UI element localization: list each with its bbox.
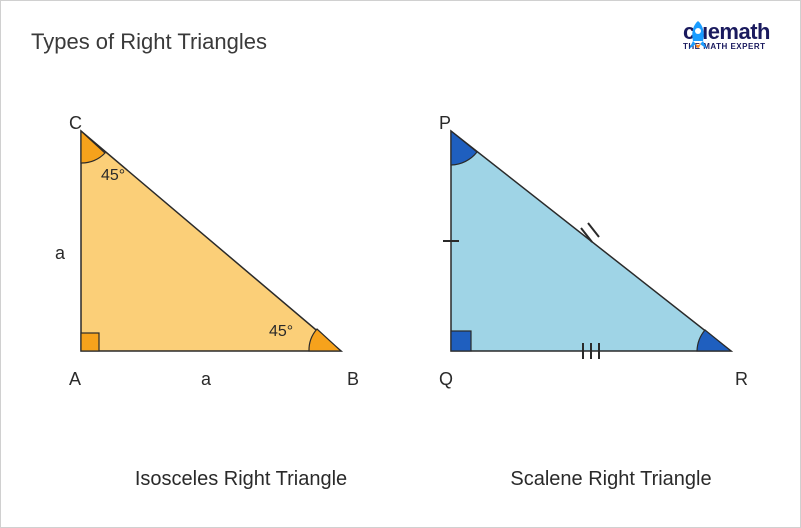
isosceles-triangle-block: A B C a a 45° 45° Isosceles Right Triang…: [61, 111, 421, 431]
vertex-R: R: [735, 369, 748, 390]
vertex-P: P: [439, 113, 451, 134]
side-AC: a: [55, 243, 65, 264]
vertex-C: C: [69, 113, 82, 134]
scalene-caption: Scalene Right Triangle: [431, 468, 791, 491]
vertex-B: B: [347, 369, 359, 390]
brand-logo: cuemath THE MATH EXPERT: [683, 21, 770, 51]
vertex-Q: Q: [439, 369, 453, 390]
vertex-A: A: [69, 369, 81, 390]
angle-C: 45°: [101, 167, 125, 185]
angle-B: 45°: [269, 323, 293, 341]
rocket-icon: [683, 19, 713, 53]
scalene-triangle-block: P Q R Scalene Right Triangle: [431, 111, 791, 431]
isosceles-triangle-svg: [61, 111, 381, 391]
side-AB: a: [201, 369, 211, 390]
scalene-triangle-svg: [431, 111, 771, 391]
isosceles-caption: Isosceles Right Triangle: [61, 468, 421, 491]
diagram-area: A B C a a 45° 45° Isosceles Right Triang…: [1, 111, 801, 431]
page-title: Types of Right Triangles: [31, 29, 267, 55]
